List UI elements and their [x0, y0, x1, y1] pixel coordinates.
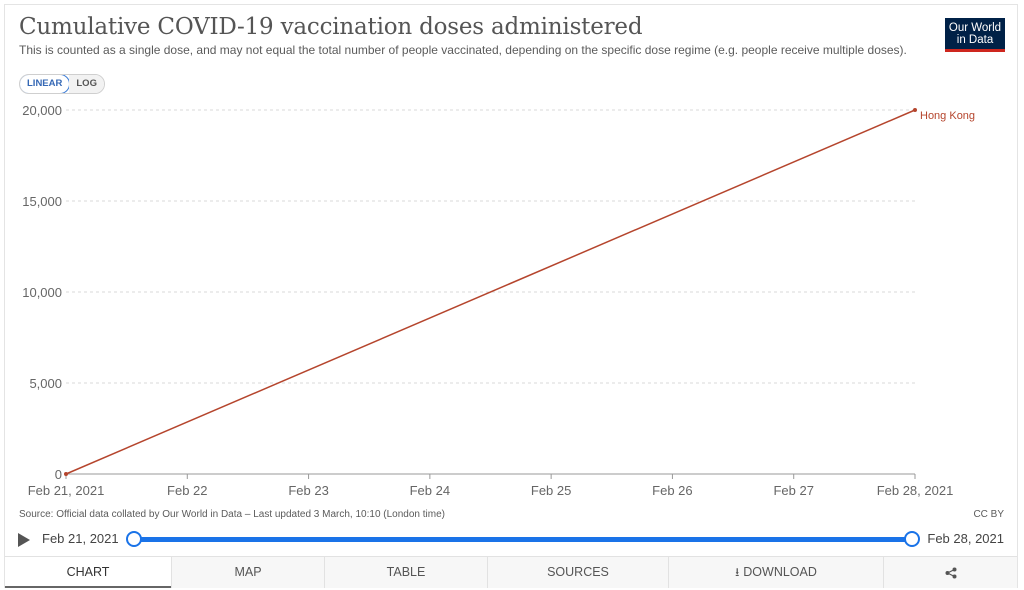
source-note: Source: Official data collated by Our Wo… [19, 509, 445, 520]
play-icon[interactable] [18, 533, 30, 547]
x-tick-label: Feb 21, 2021 [28, 483, 105, 498]
x-tick-label: Feb 22 [167, 483, 207, 498]
chart-title: Cumulative COVID-19 vaccination doses ad… [19, 14, 643, 40]
timeline-start-label: Feb 21, 2021 [42, 531, 119, 546]
y-tick-label: 15,000 [22, 194, 62, 209]
x-tick-label: Feb 25 [531, 483, 571, 498]
tab-map[interactable]: MAP [171, 557, 324, 588]
logo-line-2: in Data [956, 34, 994, 46]
tab-table-label: TABLE [386, 565, 426, 579]
line-chart: 0 5,000 10,000 15,000 20,000 Feb 21, 2021 Feb … [22, 103, 975, 498]
y-tick-label: 0 [55, 467, 62, 482]
data-point [913, 108, 917, 112]
y-tick-label: 5,000 [29, 376, 62, 391]
x-tick-label: Feb 24 [410, 483, 450, 498]
tab-bar: CHART MAP TABLE SOURCES ⭳ DOWNLOAD [5, 556, 1017, 588]
log-scale-button[interactable]: LOG [69, 75, 104, 93]
tab-chart-label: CHART [66, 565, 110, 579]
tab-download-label: DOWNLOAD [743, 565, 817, 579]
x-tick-label: Feb 23 [288, 483, 328, 498]
timeline: Feb 21, 2021 Feb 28, 2021 [18, 530, 1008, 550]
share-icon [945, 567, 956, 579]
chart-subtitle: This is counted as a single dose, and ma… [19, 43, 907, 57]
tab-share[interactable] [883, 557, 1017, 588]
x-tick-label: Feb 26 [652, 483, 692, 498]
x-tick-label: Feb 28, 2021 [877, 483, 954, 498]
tab-download[interactable]: ⭳ DOWNLOAD [668, 557, 883, 588]
tab-sources[interactable]: SOURCES [487, 557, 668, 588]
tab-table[interactable]: TABLE [324, 557, 487, 588]
y-tick-label: 20,000 [22, 103, 62, 118]
download-icon: ⭳ [735, 565, 740, 579]
timeline-end-label: Feb 28, 2021 [927, 531, 1004, 546]
tab-chart[interactable]: CHART [5, 557, 171, 588]
timeline-end-handle[interactable] [904, 531, 920, 547]
license-link[interactable]: CC BY [973, 509, 1004, 520]
tab-sources-label: SOURCES [547, 565, 609, 579]
series-label: Hong Kong [920, 110, 975, 122]
timeline-start-handle[interactable] [126, 531, 142, 547]
tab-map-label: MAP [234, 565, 262, 579]
data-point [64, 472, 68, 476]
x-tick-label: Feb 27 [773, 483, 813, 498]
timeline-track[interactable] [134, 537, 911, 542]
logo-line-1: Our World [948, 22, 1002, 34]
scale-toggle: LINEAR LOG [19, 74, 105, 94]
series-line [65, 109, 916, 475]
y-tick-label: 10,000 [22, 285, 62, 300]
owid-logo[interactable]: Our World in Data [945, 18, 1005, 52]
